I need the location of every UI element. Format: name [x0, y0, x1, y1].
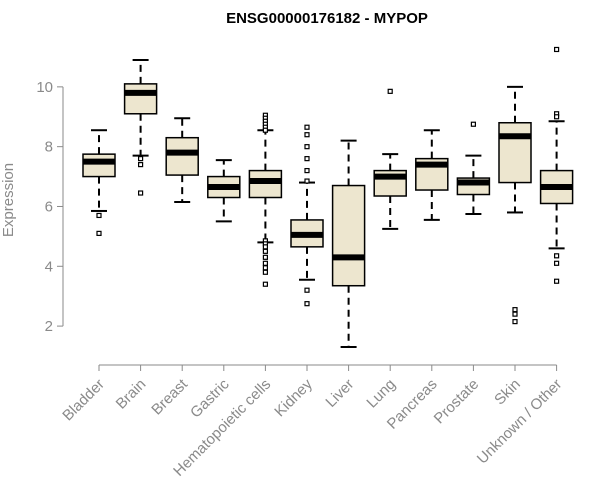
- box-series: [82, 46, 574, 349]
- box-group: [123, 58, 158, 196]
- outlier-point: [262, 281, 268, 287]
- box-iqr: [331, 184, 366, 287]
- outlier-point: [553, 46, 560, 53]
- outlier-point: [138, 190, 144, 196]
- y-tick-label: 8: [45, 139, 53, 156]
- y-tick-label: 6: [45, 198, 53, 215]
- outlier-point: [553, 260, 560, 266]
- outlier-point: [262, 260, 268, 266]
- x-tick-label: Skin: [491, 376, 524, 409]
- outlier-point: [304, 132, 310, 138]
- x-tick-label: Brain: [113, 376, 150, 413]
- box-group: [373, 88, 407, 230]
- x-tick-label: Lung: [363, 376, 399, 412]
- x-tick-label: Liver: [322, 376, 357, 411]
- outlier-point: [512, 311, 518, 317]
- outlier-point: [512, 319, 518, 325]
- outlier-point: [304, 287, 310, 293]
- outlier-point: [96, 212, 102, 219]
- y-tick-label: 10: [36, 79, 53, 96]
- box-group: [456, 121, 491, 215]
- x-tick-label: Bladder: [59, 376, 108, 425]
- outlier-point: [96, 230, 102, 236]
- outlier-point: [553, 114, 560, 120]
- outlier-point: [262, 254, 268, 260]
- x-tick-label: Prostate: [431, 376, 483, 428]
- outlier-point: [304, 178, 310, 184]
- outlier-point: [138, 162, 144, 168]
- box-iqr: [123, 83, 158, 115]
- outlier-point: [262, 265, 268, 271]
- outlier-point: [553, 253, 560, 259]
- box-group: [415, 129, 449, 221]
- outlier-point: [304, 144, 310, 150]
- box-iqr: [498, 121, 532, 184]
- outlier-point: [304, 301, 310, 307]
- y-axis: 2 4 6 8 10: [36, 79, 64, 335]
- box-group: [248, 112, 283, 287]
- chart-title: ENSG00000176182 - MYPOP: [226, 10, 428, 27]
- outlier-point: [387, 88, 393, 94]
- outlier-point: [304, 156, 310, 162]
- outlier-point: [304, 124, 310, 130]
- y-tick-label: 2: [45, 318, 53, 335]
- x-tick-label: Breast: [148, 375, 191, 418]
- outlier-point: [470, 121, 476, 127]
- outlier-point: [262, 269, 268, 275]
- box-iqr: [82, 153, 116, 178]
- outlier-point: [304, 167, 310, 174]
- y-axis-label: Expression: [0, 163, 17, 237]
- box-group: [498, 85, 532, 325]
- box-group: [165, 117, 199, 203]
- box-iqr: [165, 136, 199, 176]
- box-group: [331, 139, 366, 349]
- outlier-point: [553, 278, 560, 284]
- outlier-point: [262, 244, 268, 250]
- box-group: [207, 159, 241, 223]
- outlier-point: [512, 307, 518, 313]
- outlier-point: [138, 156, 144, 162]
- box-group: [290, 124, 324, 307]
- box-group: [539, 46, 574, 284]
- x-tick-label: Kidney: [271, 375, 316, 420]
- outlier-point: [262, 248, 268, 254]
- y-tick-label: 4: [45, 258, 53, 275]
- outlier-point: [262, 127, 268, 133]
- box-group: [82, 129, 116, 236]
